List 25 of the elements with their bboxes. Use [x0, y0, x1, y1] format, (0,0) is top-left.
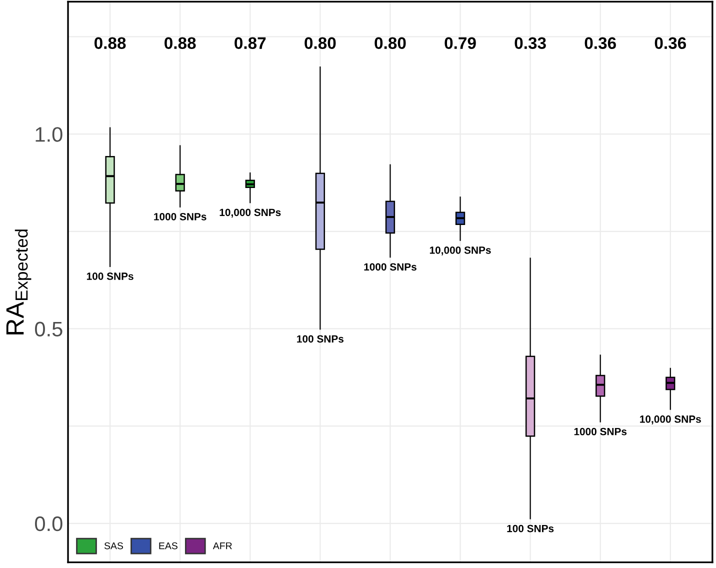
annotation: 0.87 — [234, 37, 266, 50]
annotation: 10,000 SNPs — [430, 246, 491, 256]
annotation: 0.79 — [444, 37, 476, 50]
y-tick-label: 1.0 — [36, 127, 62, 142]
annotation: 0.36 — [584, 37, 616, 50]
y-axis-title: RA$_{Expected}$ — [6, 230, 32, 334]
annotation: 0.80 — [374, 37, 406, 50]
annotation: 0.33 — [514, 37, 546, 50]
annotation: 1000 SNPs — [364, 263, 416, 271]
annotation: 10,000 SNPs — [220, 208, 281, 218]
annotation: 100 SNPs — [297, 335, 344, 343]
legend-label: AFR — [212, 542, 232, 550]
annotation: 100 SNPs — [86, 272, 134, 280]
annotation: 0.80 — [304, 37, 336, 50]
annotation: 100 SNPs — [507, 524, 554, 532]
annotation: 1000 SNPs — [154, 212, 206, 220]
annotation: 0.88 — [94, 37, 126, 50]
annotation: 0.88 — [164, 37, 196, 50]
legend-label: SAS — [104, 542, 123, 550]
y-tick-label: 0.5 — [35, 322, 62, 336]
annotation: 10,000 SNPs — [640, 415, 701, 424]
legend-label: EAS — [159, 542, 178, 550]
annotation: 0.36 — [654, 37, 686, 50]
y-tick-label: 0.0 — [35, 516, 62, 532]
annotation: 1000 SNPs — [574, 428, 627, 436]
